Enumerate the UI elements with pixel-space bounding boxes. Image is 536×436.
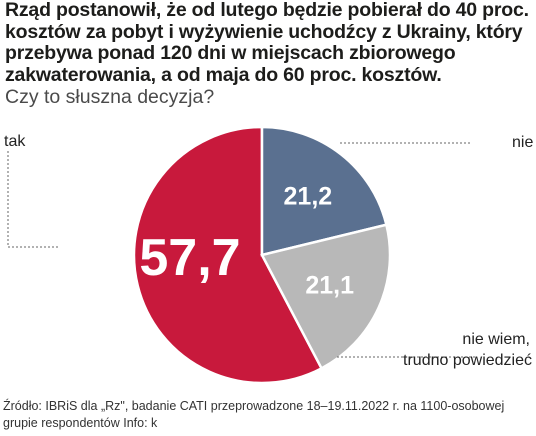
category-label-nie-wiem-line1: nie wiem, (462, 331, 530, 348)
slice-nie-wiem (260, 223, 392, 370)
category-label-nie: nie (512, 134, 533, 151)
category-label-nie-wiem-line2: trudno powiedzieć (403, 352, 532, 369)
chart-subtitle: Czy to słuszna decyzja? (5, 86, 215, 108)
value-label-tak: 57,7 (139, 229, 240, 287)
slice-tak (132, 125, 324, 385)
value-label-nie: 21,2 (284, 183, 333, 211)
category-label-tak: tak (4, 133, 26, 150)
slice-nie (260, 125, 388, 257)
chart-title: Rząd postanowił, że od lutego będzie pob… (5, 0, 529, 86)
pie-slices (132, 125, 392, 385)
source-note: Źródło: IBRiS dla „Rz", badanie CATI prz… (3, 399, 505, 430)
leader-lines (7, 142, 475, 358)
pie-labels: 57,7 21,2 21,1 tak nie nie wiem, trudno powied… (4, 133, 533, 369)
leader-line (7, 151, 60, 248)
value-label-nie-wiem: 21,1 (305, 272, 354, 300)
